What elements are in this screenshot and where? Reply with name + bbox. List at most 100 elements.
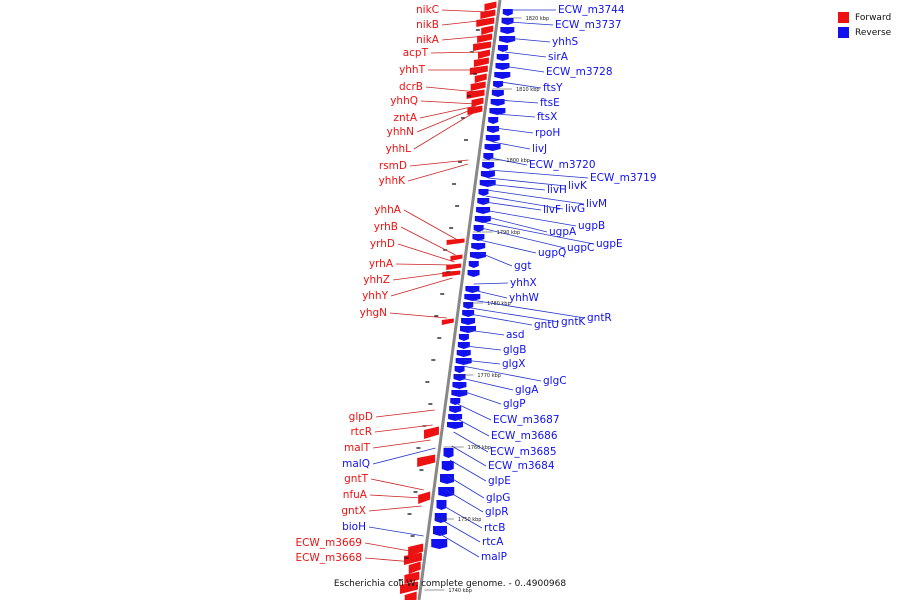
reverse-gene-block bbox=[459, 326, 476, 333]
gene-label: yhhZ bbox=[363, 274, 390, 286]
leader-line bbox=[465, 345, 502, 351]
leader-line bbox=[375, 409, 435, 418]
leader-line bbox=[439, 533, 480, 558]
reverse-gene-block bbox=[497, 45, 508, 52]
reverse-gene-block bbox=[485, 135, 500, 142]
leader-line bbox=[403, 209, 458, 241]
gene-label: glgA bbox=[515, 384, 539, 396]
gene-label: asd bbox=[506, 329, 525, 341]
gene-label: ftsX bbox=[537, 111, 557, 123]
leader-line bbox=[467, 329, 505, 336]
gene-label: yrhD bbox=[370, 238, 395, 250]
leader-line bbox=[419, 105, 476, 119]
reverse-gene-block bbox=[462, 310, 475, 317]
leader-line bbox=[395, 263, 455, 266]
reverse-gene-block bbox=[469, 252, 486, 259]
gene-label: gntX bbox=[341, 505, 366, 517]
gene-label: nfuA bbox=[343, 489, 368, 501]
reverse-gene-block bbox=[451, 390, 468, 397]
leader-line bbox=[416, 107, 476, 133]
forward-gene-block bbox=[446, 263, 462, 270]
forward-gene-block bbox=[404, 591, 417, 600]
leader-line bbox=[441, 35, 486, 41]
gene-label: gntT bbox=[344, 473, 368, 485]
leader-line bbox=[484, 201, 542, 211]
gene-label: yhhN bbox=[387, 126, 414, 138]
reverse-gene-block bbox=[463, 302, 474, 309]
reverse-gene-block bbox=[434, 513, 447, 523]
reverse-gene-block bbox=[476, 207, 491, 214]
leader-line bbox=[481, 221, 595, 245]
gene-label: glgP bbox=[503, 398, 526, 410]
gene-label: glpE bbox=[488, 475, 511, 487]
leader-line bbox=[470, 307, 560, 323]
gene-label: ugpC bbox=[567, 242, 594, 254]
leader-line bbox=[498, 99, 539, 104]
forward-gene-block bbox=[477, 33, 493, 43]
leader-line bbox=[494, 127, 534, 134]
forward-gene-block bbox=[408, 543, 424, 556]
leader-line bbox=[509, 21, 554, 26]
scale-tick-label: 1750 kbp bbox=[458, 517, 482, 523]
red-square-icon bbox=[838, 12, 849, 23]
leader-line bbox=[453, 431, 489, 453]
leader-line bbox=[390, 277, 453, 297]
gene-label: acpT bbox=[403, 47, 429, 59]
reverse-gene-block bbox=[480, 171, 495, 178]
leader-line bbox=[441, 19, 488, 26]
leader-line bbox=[496, 113, 536, 118]
gene-label: ECW_m3669 bbox=[295, 537, 362, 549]
gene-label: rtcB bbox=[484, 522, 505, 534]
leader-line bbox=[481, 227, 566, 249]
reverse-gene-block bbox=[496, 54, 509, 61]
gene-label: ftsE bbox=[540, 97, 560, 109]
gene-label: yhhW bbox=[509, 292, 540, 304]
reverse-gene-block bbox=[468, 261, 479, 268]
gene-label: malP bbox=[481, 551, 507, 563]
gene-label: ugpQ bbox=[538, 247, 566, 259]
gene-label: ECW_m3685 bbox=[490, 446, 557, 458]
forward-gene-block bbox=[470, 81, 486, 91]
reverse-gene-block bbox=[431, 539, 448, 549]
reverse-gene-block bbox=[467, 270, 480, 277]
reverse-gene-block bbox=[479, 180, 496, 187]
leader-line bbox=[506, 37, 551, 43]
leader-line bbox=[459, 389, 502, 405]
reverse-gene-block bbox=[490, 99, 505, 106]
reverse-gene-block bbox=[440, 474, 455, 484]
leader-line bbox=[389, 312, 448, 319]
leader-line bbox=[487, 183, 546, 191]
forward-gene-block bbox=[418, 491, 431, 504]
reverse-gene-block bbox=[499, 36, 516, 43]
gene-label: yhhQ bbox=[390, 95, 418, 107]
reverse-gene-block bbox=[472, 234, 485, 241]
leader-line bbox=[489, 169, 589, 179]
leader-line bbox=[409, 159, 469, 167]
gene-label: ECW_m3744 bbox=[558, 4, 625, 16]
gene-label: ugpA bbox=[549, 226, 577, 238]
forward-gene-block bbox=[446, 238, 465, 245]
map-title: Escherichia coli W, complete genome. - 0… bbox=[333, 579, 567, 589]
forward-gene-block bbox=[408, 561, 421, 574]
leader-lines bbox=[364, 9, 595, 563]
legend-label: Reverse bbox=[855, 27, 892, 38]
scale-tick-label: 1770 kbp bbox=[477, 373, 501, 379]
forward-gene-block bbox=[466, 89, 485, 99]
gene-label: gntU bbox=[534, 319, 559, 331]
leader-line bbox=[492, 141, 531, 150]
gene-label: ECW_m3687 bbox=[493, 414, 560, 426]
reverse-gene-block bbox=[432, 526, 447, 536]
gene-label: livF bbox=[543, 204, 561, 216]
reverse-gene-block bbox=[457, 342, 470, 349]
leader-line bbox=[463, 359, 501, 365]
gene-label: yhhX bbox=[510, 277, 537, 289]
leader-line bbox=[490, 157, 528, 166]
leader-line bbox=[471, 299, 586, 319]
leader-line bbox=[451, 445, 487, 467]
gene-label: glgX bbox=[502, 358, 525, 370]
leader-line bbox=[445, 489, 484, 513]
genome-backbone bbox=[417, 0, 502, 600]
reverse-gene-block bbox=[453, 374, 466, 381]
scale-tick-label: 1820 kbp bbox=[526, 16, 550, 22]
